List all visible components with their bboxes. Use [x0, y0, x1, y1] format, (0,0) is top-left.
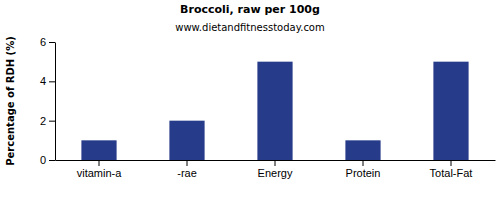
x-tick-mark — [363, 160, 364, 166]
x-tick-mark — [275, 160, 276, 166]
x-tick-label: -rae — [177, 167, 197, 179]
y-tick: 4 — [40, 75, 55, 87]
x-tick-mark — [99, 160, 100, 166]
subtitle: www.dietandfitnesstoday.com — [175, 22, 324, 33]
x-tick: Energy — [258, 160, 293, 179]
bar — [433, 62, 468, 160]
y-tick-mark — [49, 160, 55, 161]
y-tick: 2 — [40, 115, 55, 127]
y-tick-label: 2 — [40, 115, 46, 127]
y-axis-title: Percentage of RDH (%) — [5, 36, 16, 166]
x-tick: -rae — [177, 160, 197, 179]
y-axis-line — [55, 43, 56, 161]
x-axis: vitamin-a -rae Energy Protein Total-Fat — [56, 160, 496, 179]
y-tick: 0 — [40, 154, 55, 166]
plot: 0 2 4 6 vitamin-a -rae Energy Protein Total-Fat — [40, 36, 496, 179]
bars — [81, 62, 468, 160]
bar — [81, 140, 116, 160]
x-tick-label: vitamin-a — [77, 167, 123, 179]
x-tick-label: Protein — [346, 167, 381, 179]
y-tick-mark — [49, 121, 55, 122]
y-tick: 6 — [40, 36, 55, 48]
y-tick-mark — [49, 81, 55, 82]
bar — [345, 140, 380, 160]
title: Broccoli, raw per 100g — [180, 3, 320, 16]
chart: Broccoli, raw per 100g www.dietandfitness… — [0, 0, 500, 200]
bar — [169, 121, 204, 160]
y-tick-label: 0 — [40, 154, 46, 166]
y-tick-mark — [49, 42, 55, 43]
x-tick-mark — [451, 160, 452, 166]
y-tick-label: 4 — [40, 75, 46, 87]
x-tick: vitamin-a — [77, 160, 123, 179]
x-tick: Protein — [346, 160, 381, 179]
x-tick-label: Total-Fat — [430, 167, 473, 179]
bar — [257, 62, 292, 160]
y-axis: 0 2 4 6 — [40, 36, 56, 166]
x-tick: Total-Fat — [430, 160, 473, 179]
x-tick-label: Energy — [258, 167, 293, 179]
y-tick-label: 6 — [40, 36, 46, 48]
x-tick-mark — [187, 160, 188, 166]
